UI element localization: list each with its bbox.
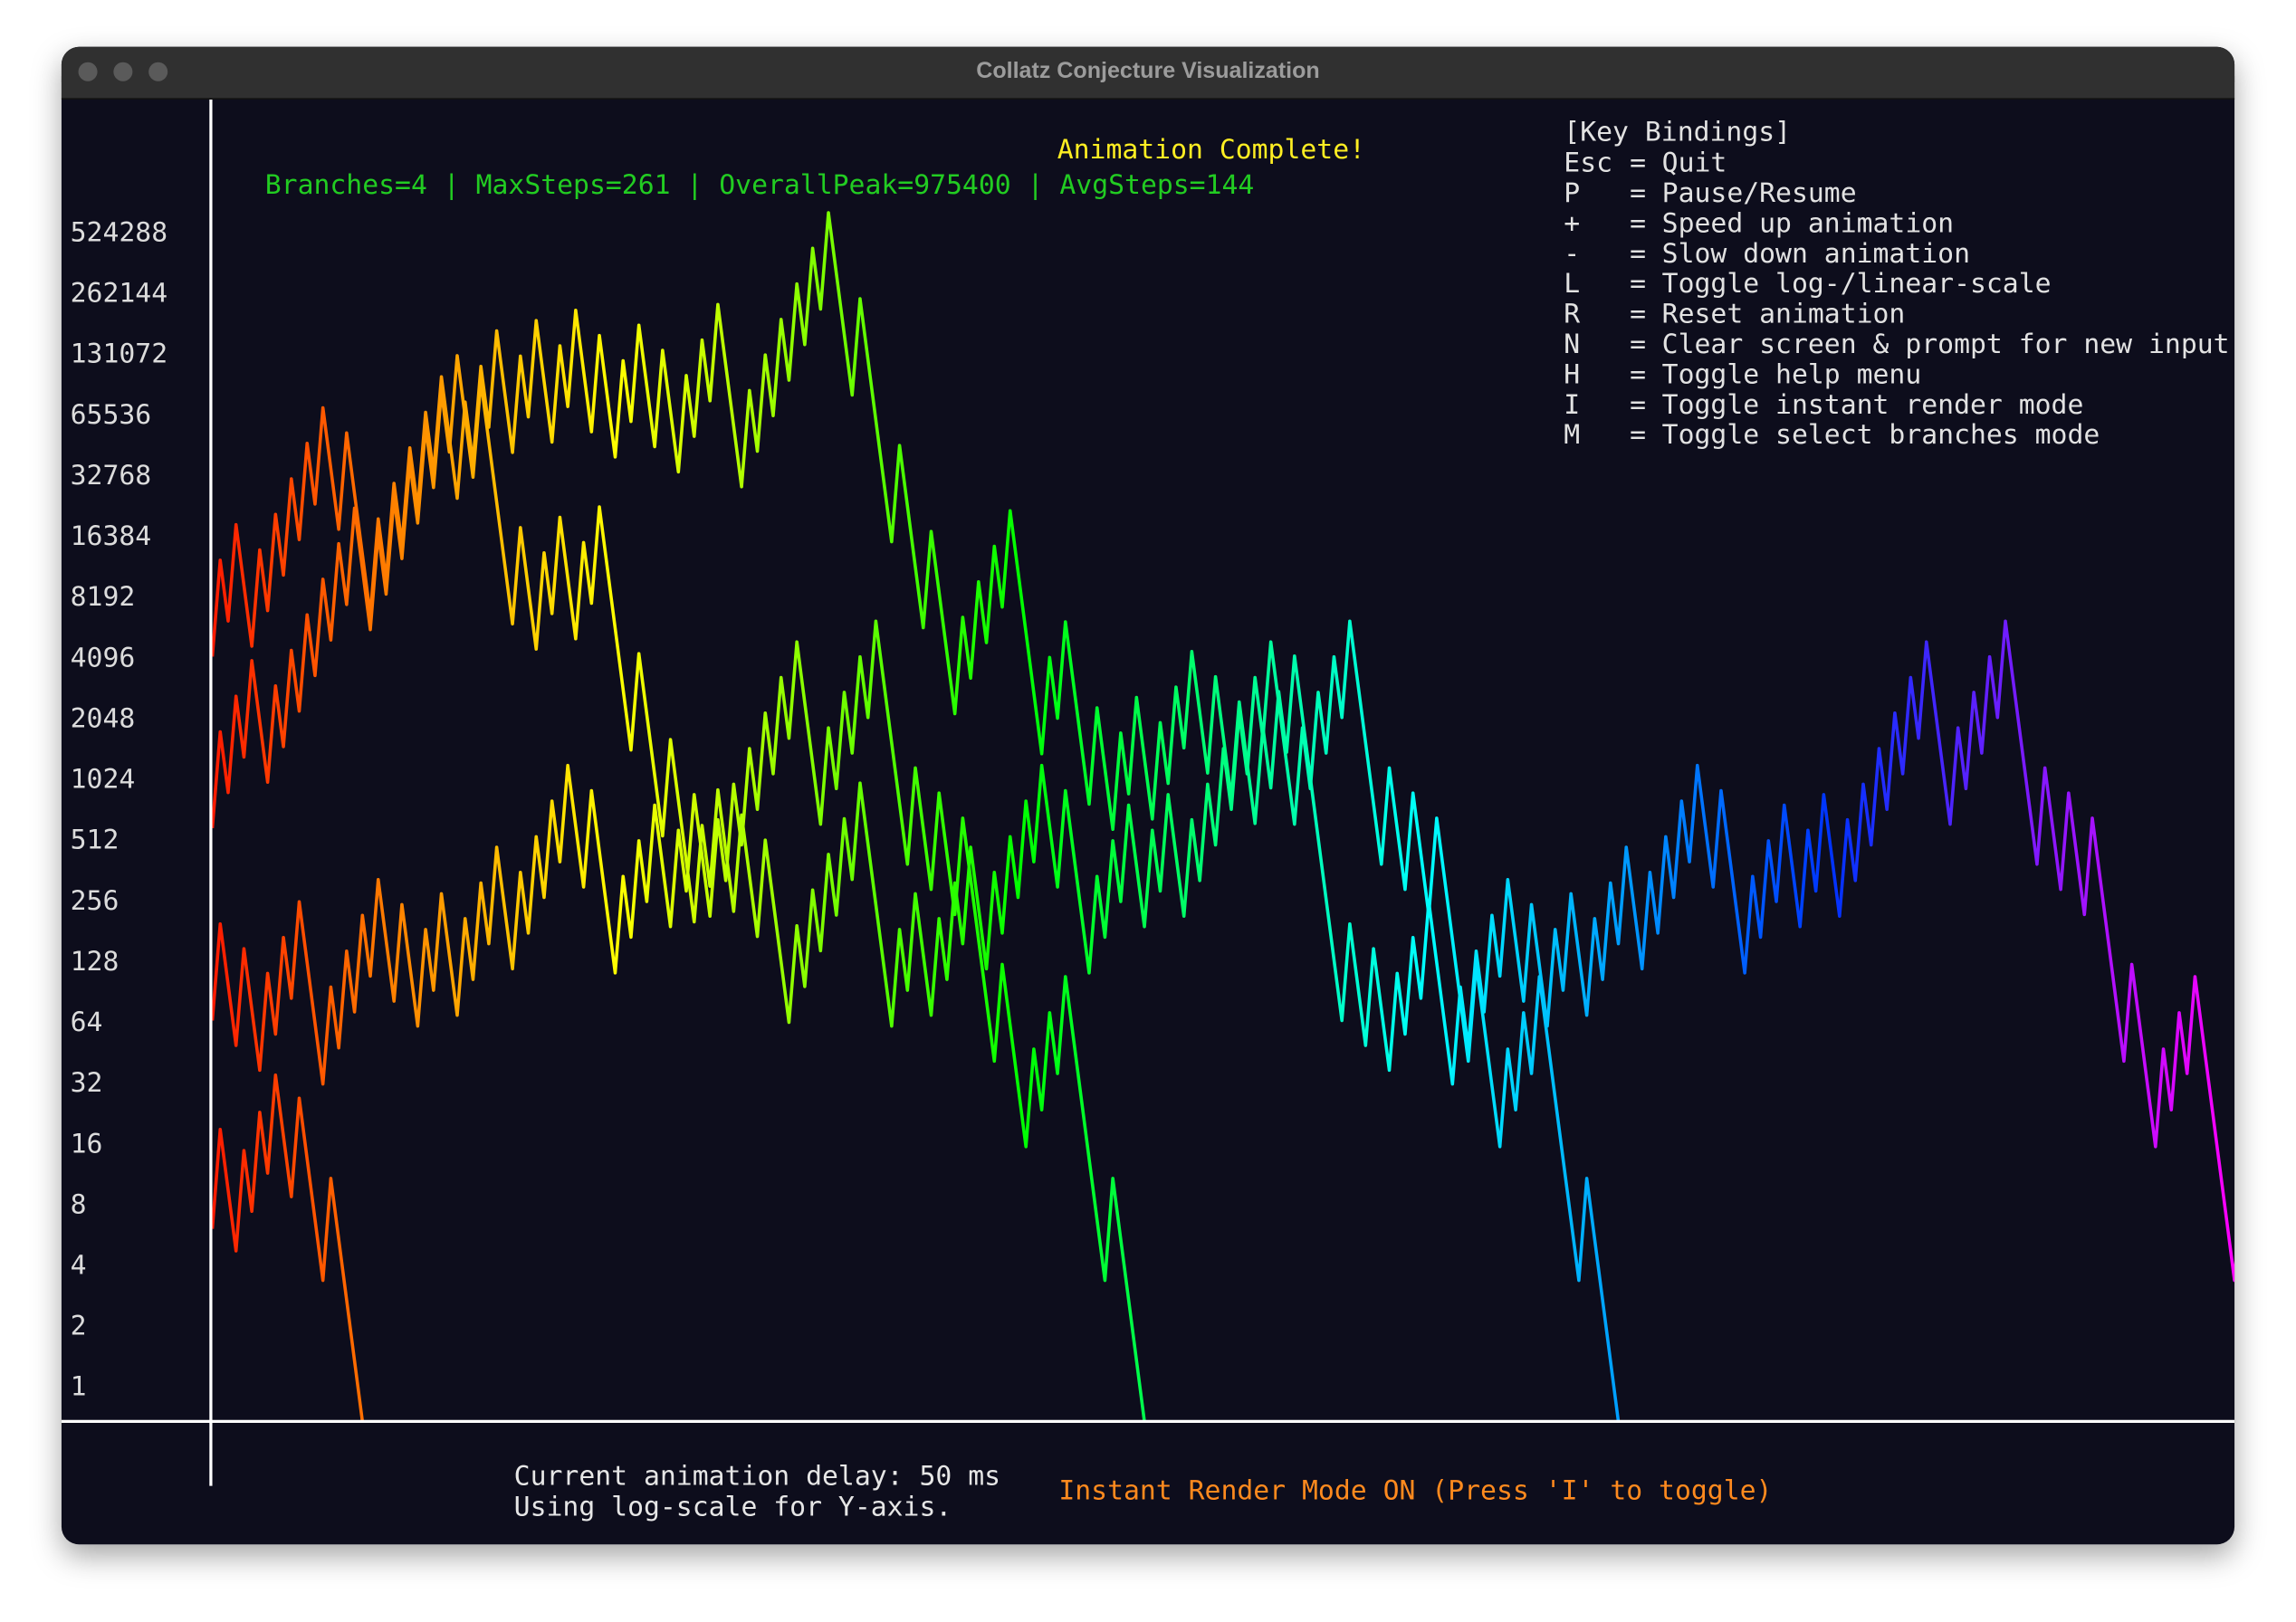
help-separator: = — [1630, 299, 1646, 330]
y-tick-labels: 1 2 4 8 16 32 64 128 256 512 1024 2048 4096 8192 16384… — [71, 216, 167, 1402]
y-tick-label: 1024 — [71, 764, 136, 796]
help-separator: = — [1630, 389, 1646, 421]
help-key: N — [1564, 329, 1580, 360]
help-action: Quit — [1662, 148, 1727, 179]
y-tick-label: 32768 — [71, 460, 152, 491]
help-separator: = — [1630, 358, 1646, 390]
delay-status: Current animation delay: 50 ms — [514, 1460, 1000, 1492]
y-tick-label: 32 — [71, 1067, 103, 1099]
help-action: Reset animation — [1662, 299, 1906, 330]
plot-area — [212, 211, 2235, 1422]
y-tick-label: 2 — [71, 1311, 87, 1342]
y-tick-label: 524288 — [71, 216, 167, 248]
title-bar-base — [61, 76, 2235, 100]
help-key: M — [1564, 419, 1580, 451]
scale-status: Using log-scale for Y-axis. — [514, 1491, 952, 1522]
help-action: Toggle log-/linear-scale — [1662, 268, 2052, 300]
help-action: Toggle help menu — [1662, 358, 1922, 390]
help-key: + — [1564, 207, 1580, 239]
help-separator: = — [1630, 177, 1646, 209]
help-title: [Key Bindings] — [1564, 117, 1791, 148]
y-tick-label: 4 — [71, 1249, 87, 1281]
help-action: Pause/Resume — [1662, 177, 1857, 209]
zoom-button[interactable] — [148, 62, 168, 81]
minimize-button[interactable] — [113, 62, 133, 81]
y-tick-label: 1 — [71, 1371, 87, 1403]
help-key: H — [1564, 358, 1580, 390]
y-tick-label: 2048 — [71, 702, 136, 734]
help-key: R — [1564, 299, 1580, 330]
help-separator: = — [1630, 207, 1646, 239]
help-action: Toggle select branches mode — [1662, 419, 2100, 451]
help-key: - — [1564, 238, 1580, 270]
help-separator: = — [1630, 148, 1646, 179]
window-title: Collatz Conjecture Visualization — [976, 58, 1319, 83]
y-tick-label: 64 — [71, 1007, 103, 1038]
y-tick-label: 128 — [71, 946, 120, 978]
collatz-branch — [212, 619, 1146, 1422]
y-tick-label: 16 — [71, 1128, 103, 1159]
render-mode-status: Instant Render Mode ON (Press 'I' to tog… — [1058, 1475, 1772, 1507]
annotation: Animation Complete! — [1057, 134, 1365, 166]
help-separator: = — [1630, 329, 1646, 360]
key-bindings: [Key Bindings] Esc = Quit P = Pause/Resume + = S… — [1564, 117, 2229, 452]
help-key: P — [1564, 177, 1580, 209]
close-button[interactable] — [78, 62, 98, 81]
y-tick-label: 8192 — [71, 581, 136, 613]
y-tick-label: 4096 — [71, 642, 136, 673]
help-separator: = — [1630, 419, 1646, 451]
help-key: I — [1564, 389, 1580, 421]
help-separator: = — [1630, 238, 1646, 270]
y-tick-label: 256 — [71, 885, 120, 917]
y-tick-label: 8 — [71, 1188, 87, 1220]
collatz-branch — [212, 1073, 365, 1422]
y-tick-label: 131072 — [71, 339, 167, 370]
stats: Branches=4 | MaxSteps=261 | OverallPeak=… — [265, 169, 1255, 201]
help-key: L — [1564, 268, 1580, 300]
help-action: Toggle instant render mode — [1662, 389, 2084, 421]
y-tick-label: 65536 — [71, 399, 152, 431]
collatz-branch — [212, 354, 1621, 1422]
help-action: Speed up animation — [1662, 207, 1954, 239]
y-tick-label: 262144 — [71, 278, 167, 310]
help-action: Clear screen & prompt for new input — [1662, 329, 2230, 360]
help-separator: = — [1630, 268, 1646, 300]
y-tick-label: 512 — [71, 825, 120, 856]
help-key: Esc — [1564, 148, 1612, 179]
y-tick-label: 16384 — [71, 520, 152, 552]
help-action: Slow down animation — [1662, 238, 1970, 270]
